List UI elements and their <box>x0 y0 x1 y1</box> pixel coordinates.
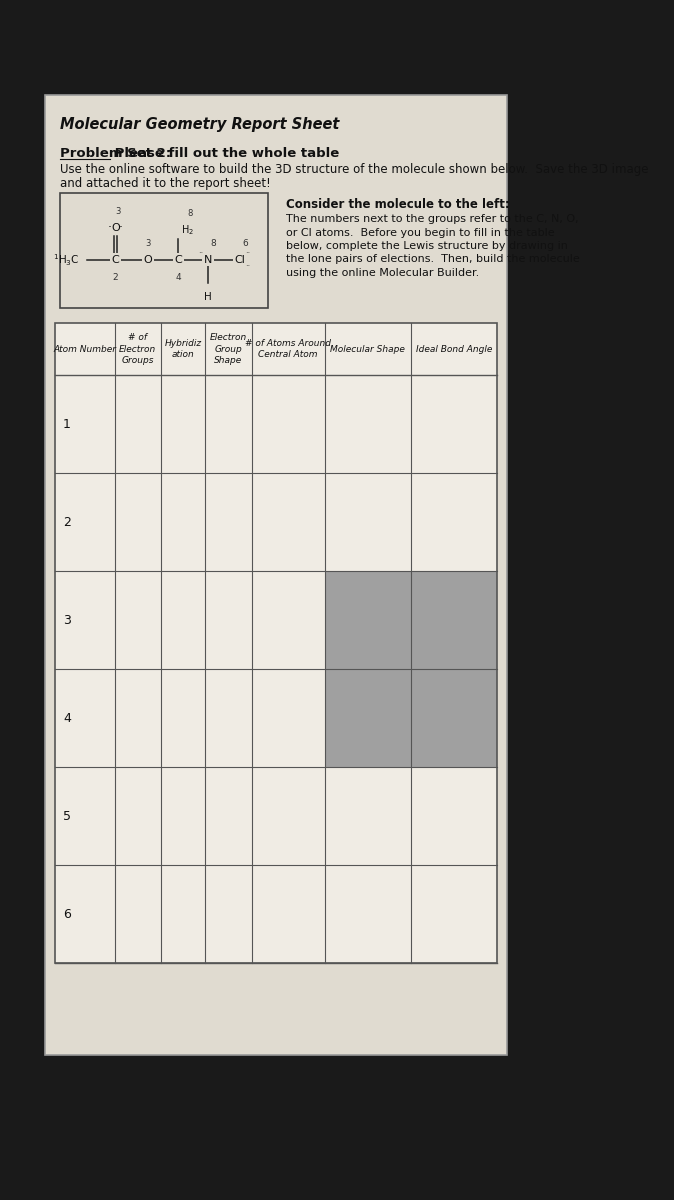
Text: Cl: Cl <box>234 254 245 265</box>
Text: 4: 4 <box>175 272 181 282</box>
Text: Consider the molecule to the left:: Consider the molecule to the left: <box>286 198 510 211</box>
Bar <box>411 571 497 670</box>
Text: 2: 2 <box>113 272 118 282</box>
Bar <box>55 323 497 962</box>
Text: 5: 5 <box>63 810 71 822</box>
Text: ··: ·· <box>245 250 251 258</box>
Text: 6: 6 <box>243 239 248 247</box>
Text: 3: 3 <box>146 239 151 247</box>
Text: Problem Set 2:: Problem Set 2: <box>60 146 171 160</box>
Bar <box>325 571 411 670</box>
Text: Electron
Group
Shape: Electron Group Shape <box>210 334 247 365</box>
Text: ··: ·· <box>199 250 204 258</box>
Text: O: O <box>111 223 120 233</box>
Text: O: O <box>144 254 152 265</box>
Bar <box>411 670 497 767</box>
Text: Hybridiz
ation: Hybridiz ation <box>164 338 202 359</box>
Text: 3: 3 <box>63 613 71 626</box>
Text: and attached it to the report sheet!: and attached it to the report sheet! <box>60 176 270 190</box>
Text: below, complete the Lewis structure by drawing in: below, complete the Lewis structure by d… <box>286 241 568 251</box>
Text: using the online Molecular Builder.: using the online Molecular Builder. <box>286 268 479 278</box>
Text: N: N <box>204 254 212 265</box>
Text: 3: 3 <box>115 206 121 216</box>
Text: the lone pairs of elections.  Then, build the molecule: the lone pairs of elections. Then, build… <box>286 254 580 264</box>
Text: # of
Electron
Groups: # of Electron Groups <box>119 334 156 365</box>
Text: H: H <box>204 292 212 301</box>
Text: The numbers next to the groups refer to the C, N, O,: The numbers next to the groups refer to … <box>286 214 579 224</box>
Bar <box>325 670 411 767</box>
Text: C: C <box>175 254 182 265</box>
Bar <box>55 323 497 962</box>
Text: $\mathdefault{{}^1H_3C}$: $\mathdefault{{}^1H_3C}$ <box>53 252 80 268</box>
Text: H$_2$: H$_2$ <box>181 223 193 236</box>
Text: Atom Number: Atom Number <box>53 344 116 354</box>
Text: 6: 6 <box>63 907 71 920</box>
Bar <box>45 95 507 1055</box>
Text: 8: 8 <box>187 209 193 217</box>
Text: Molecular Shape: Molecular Shape <box>330 344 405 354</box>
Text: Molecular Geometry Report Sheet: Molecular Geometry Report Sheet <box>60 116 339 132</box>
Bar <box>60 193 268 308</box>
Text: 4: 4 <box>63 712 71 725</box>
Text: C: C <box>111 254 119 265</box>
Text: 2: 2 <box>63 516 71 528</box>
Text: Ideal Bond Angle: Ideal Bond Angle <box>416 344 492 354</box>
Text: # of Atoms Around
Central Atom: # of Atoms Around Central Atom <box>245 338 331 359</box>
Text: Use the online software to build the 3D structure of the molecule shown below.  : Use the online software to build the 3D … <box>60 163 648 176</box>
Text: ··: ·· <box>245 263 251 271</box>
Text: 8: 8 <box>210 239 216 247</box>
Text: 1: 1 <box>63 418 71 431</box>
Text: ·: · <box>108 221 112 234</box>
Text: ·: · <box>119 221 123 234</box>
Text: or Cl atoms.  Before you begin to fill in the table: or Cl atoms. Before you begin to fill in… <box>286 228 555 238</box>
Text: Please fill out the whole table: Please fill out the whole table <box>111 146 340 160</box>
